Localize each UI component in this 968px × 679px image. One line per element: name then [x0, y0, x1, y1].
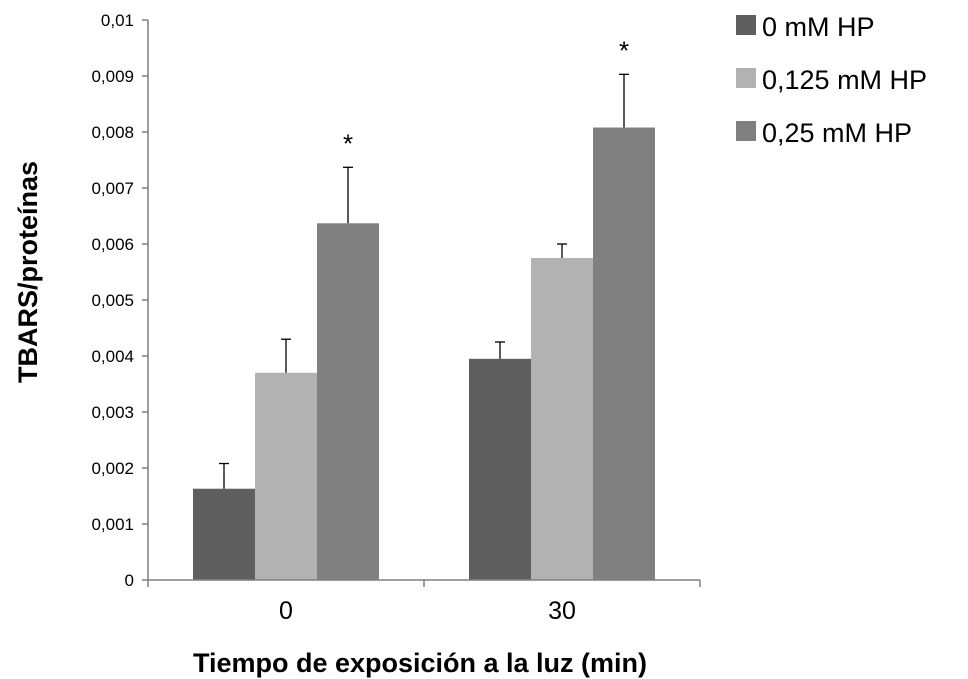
- y-tick-label: 0,009: [91, 67, 134, 86]
- bar: [317, 223, 379, 580]
- x-axis-title: Tiempo de exposición a la luz (min): [193, 648, 647, 678]
- y-tick-label: 0,002: [91, 459, 134, 478]
- y-tick-label: 0,003: [91, 403, 134, 422]
- y-axis: 0 0,001 0,002 0,003 0,004 0,005 0,006 0,007 0,00…: [91, 11, 149, 590]
- bar: [593, 127, 655, 581]
- x-axis: 0 30: [147, 579, 701, 625]
- significance-marker: *: [343, 128, 353, 158]
- y-tick-label: 0,004: [91, 347, 134, 366]
- legend-label: 0,25 mM HP: [762, 118, 912, 148]
- y-tick-label: 0,005: [91, 291, 134, 310]
- bar: [255, 372, 317, 580]
- legend-label: 0,125 mM HP: [762, 65, 927, 95]
- legend: 0 mM HP 0,125 mM HP 0,25 mM HP: [736, 12, 927, 148]
- legend-swatch: [736, 15, 756, 35]
- y-tick-label: 0,006: [91, 235, 134, 254]
- y-tick-label: 0,001: [91, 515, 134, 534]
- legend-swatch: [736, 68, 756, 88]
- bar: [193, 488, 255, 580]
- bar: [531, 258, 593, 580]
- bar: [469, 358, 531, 580]
- significance-marker: *: [619, 35, 629, 65]
- y-tick-label: 0: [125, 571, 134, 590]
- y-axis-title: TBARS/proteínas: [13, 161, 43, 383]
- legend-swatch: [736, 121, 756, 141]
- x-tick-label: 0: [279, 597, 293, 625]
- y-tick-label: 0,008: [91, 123, 134, 142]
- legend-label: 0 mM HP: [762, 12, 875, 42]
- y-tick-label: 0,01: [101, 11, 134, 30]
- y-tick-label: 0,007: [91, 179, 134, 198]
- x-tick-label: 30: [548, 597, 576, 625]
- plot-area: **: [193, 35, 655, 581]
